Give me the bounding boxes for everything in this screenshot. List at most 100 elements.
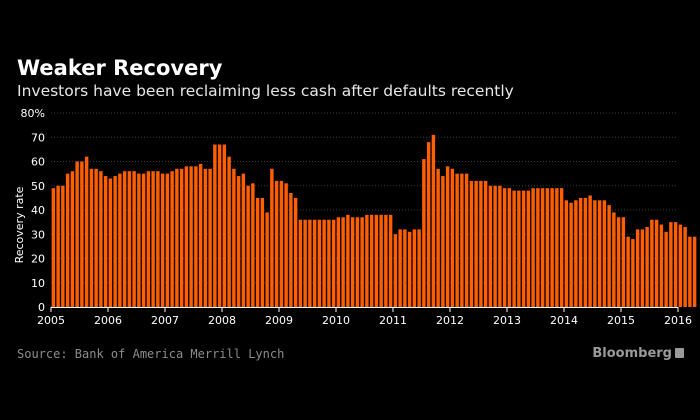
bar	[103, 176, 108, 307]
bar	[336, 217, 341, 307]
bar	[640, 229, 645, 307]
bar	[308, 219, 312, 307]
bloomberg-logo: Bloomberg	[592, 346, 684, 361]
bar	[246, 185, 250, 307]
bar	[56, 185, 60, 307]
bar	[355, 217, 360, 307]
bar	[692, 236, 697, 307]
bar	[365, 214, 369, 307]
bar	[232, 168, 236, 307]
bar	[156, 171, 160, 307]
x-tick-label: 2016	[664, 314, 692, 327]
bar	[498, 185, 502, 307]
bar	[279, 180, 284, 307]
bar	[189, 166, 193, 307]
bar	[51, 188, 56, 307]
bar	[236, 176, 241, 307]
chart-subtitle: Investors have been reclaiming less cash…	[17, 82, 514, 100]
y-tick-label: 10	[31, 277, 45, 290]
bar	[374, 214, 379, 307]
bar	[569, 202, 573, 307]
bar	[536, 188, 540, 307]
y-tick-label: 30	[31, 228, 45, 241]
bar	[578, 197, 583, 308]
bar	[574, 200, 578, 307]
bar	[65, 173, 70, 308]
x-tick-label: 2009	[265, 314, 293, 327]
y-tick-label: 40	[31, 204, 45, 217]
bar	[293, 197, 298, 308]
bar	[118, 173, 122, 308]
bar	[455, 173, 459, 308]
bar	[89, 168, 94, 307]
y-tick-label: 60	[31, 156, 45, 169]
bar	[559, 188, 564, 307]
bar	[488, 185, 493, 307]
bar	[650, 219, 654, 307]
bar	[426, 142, 431, 307]
bar	[669, 222, 673, 308]
bar	[612, 212, 616, 307]
bar-series	[51, 134, 697, 308]
bar	[445, 166, 450, 307]
bar	[502, 188, 507, 307]
bar	[645, 226, 649, 307]
bar	[369, 214, 374, 307]
bar	[194, 166, 198, 307]
bar	[673, 222, 678, 308]
bar	[664, 231, 668, 307]
x-tick-label: 2015	[607, 314, 635, 327]
bar	[493, 185, 497, 307]
bar	[521, 190, 526, 307]
bar	[403, 229, 407, 307]
bar	[127, 171, 132, 307]
bar	[327, 219, 331, 307]
bar	[417, 229, 421, 307]
y-tick-label: 50	[31, 180, 45, 193]
bar	[621, 217, 626, 307]
bar	[137, 173, 141, 308]
bar	[464, 173, 469, 308]
bar	[393, 234, 398, 307]
y-axis-title: Recovery rate	[13, 186, 26, 263]
source-note: Source: Bank of America Merrill Lynch	[17, 347, 285, 361]
bar	[217, 144, 222, 307]
bar	[222, 144, 227, 307]
bar	[412, 229, 417, 307]
bar	[678, 224, 683, 307]
bar	[208, 168, 212, 307]
bar	[274, 180, 279, 307]
bar	[241, 173, 246, 308]
bar	[531, 188, 535, 307]
bar	[654, 219, 659, 307]
bar	[431, 134, 436, 307]
bar	[99, 171, 103, 307]
x-tick-label: 2012	[436, 314, 464, 327]
bar	[322, 219, 326, 307]
bar	[179, 168, 184, 307]
bar	[198, 163, 203, 307]
bar	[555, 188, 559, 307]
bar	[184, 166, 189, 307]
bar	[422, 159, 426, 307]
x-tick-label: 2011	[379, 314, 407, 327]
bar	[317, 219, 322, 307]
bar	[512, 190, 516, 307]
bar	[289, 193, 293, 307]
bar	[227, 156, 231, 307]
bar	[545, 188, 550, 307]
bar	[251, 183, 255, 307]
bar	[80, 161, 84, 307]
bar	[616, 217, 621, 307]
x-tick-label: 2008	[208, 314, 236, 327]
bar	[564, 200, 569, 307]
x-tick-label: 2006	[94, 314, 122, 327]
bar	[146, 171, 151, 307]
bar	[602, 200, 607, 307]
x-tick-label: 2014	[550, 314, 578, 327]
bar	[436, 168, 440, 307]
bar	[108, 178, 113, 307]
y-tick-label: 80%	[21, 107, 45, 120]
bar	[607, 205, 611, 307]
